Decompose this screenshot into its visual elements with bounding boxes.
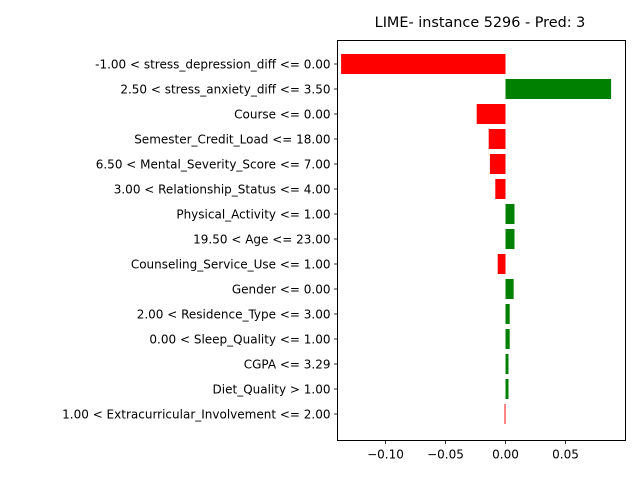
y-tick-label-6: Physical_Activity <= 1.00	[176, 207, 330, 221]
x-tick-label-1: −0.05	[427, 448, 464, 462]
bar-4	[489, 154, 506, 174]
bar-10	[505, 304, 510, 324]
x-tick-label-3: 0.05	[552, 448, 579, 462]
bar-1	[505, 79, 612, 99]
bar-7	[505, 229, 515, 249]
bar-8	[497, 254, 506, 274]
y-tick-label-1: 2.50 < stress_anxiety_diff <= 3.50	[120, 82, 330, 96]
bar-13	[505, 379, 509, 399]
y-tick-label-10: 2.00 < Residence_Type <= 3.00	[137, 307, 331, 321]
bar-2	[476, 104, 506, 124]
y-tick-label-5: 3.00 < Relationship_Status <= 4.00	[114, 182, 331, 196]
y-tick-label-2: Course <= 0.00	[234, 107, 330, 121]
x-ticks: −0.10 −0.05 0.00 0.05	[367, 440, 579, 462]
y-tick-label-7: 19.50 < Age <= 23.00	[193, 232, 330, 246]
y-tick-label-8: Counseling_Service_Use <= 1.00	[131, 257, 331, 271]
bar-14	[504, 404, 506, 424]
plot-frame	[337, 40, 626, 441]
y-tick-label-14: 1.00 < Extracurricular_Involvement <= 2.…	[62, 407, 330, 421]
x-tick-label-0: −0.10	[367, 448, 404, 462]
bar-11	[505, 329, 510, 349]
bar-3	[488, 129, 506, 149]
bar-12	[505, 354, 509, 374]
bar-5	[495, 179, 506, 199]
x-tick-label-2: 0.00	[492, 448, 519, 462]
y-tick-label-4: 6.50 < Mental_Severity_Score <= 7.00	[96, 157, 331, 171]
y-tick-label-13: Diet_Quality > 1.00	[213, 382, 331, 396]
chart-title: LIME- instance 5296 - Pred: 3	[375, 15, 586, 31]
bar-9	[505, 279, 514, 299]
bar-6	[505, 204, 515, 224]
y-tick-label-9: Gender <= 0.00	[232, 282, 331, 296]
y-tick-label-11: 0.00 < Sleep_Quality <= 1.00	[149, 332, 330, 346]
y-tick-label-12: CGPA <= 3.29	[244, 357, 331, 371]
bar-0	[341, 54, 506, 74]
y-tick-label-0: -1.00 < stress_depression_diff <= 0.00	[95, 57, 330, 71]
y-tick-label-3: Semester_Credit_Load <= 18.00	[134, 132, 330, 146]
y-tick-labels: -1.00 < stress_depression_diff <= 0.00 2.…	[62, 57, 338, 421]
bars-group	[341, 54, 612, 424]
